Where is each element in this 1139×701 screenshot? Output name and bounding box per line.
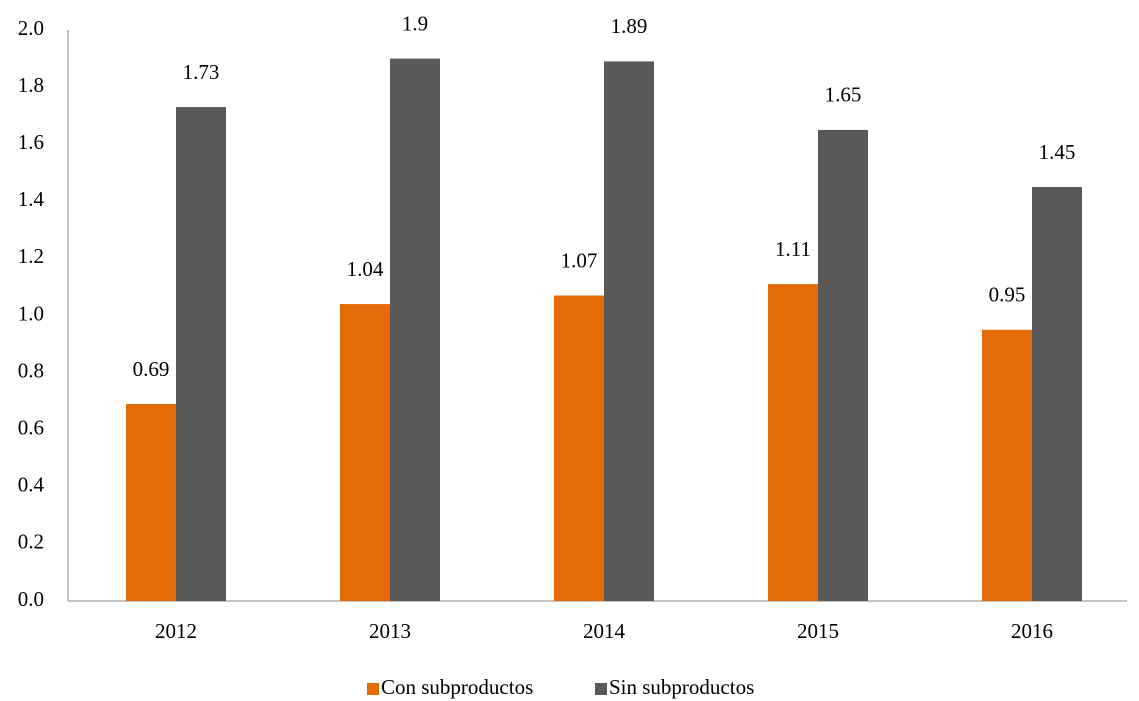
data-label: 1.04 bbox=[347, 257, 384, 281]
y-tick-label: 0.6 bbox=[18, 416, 44, 440]
bar bbox=[390, 58, 440, 602]
y-tick-label: 0.2 bbox=[18, 530, 44, 554]
data-label: 1.45 bbox=[1039, 140, 1076, 164]
x-tick-label: 2012 bbox=[155, 619, 197, 643]
x-tick-label: 2015 bbox=[797, 619, 839, 643]
x-tick-label: 2014 bbox=[583, 619, 626, 643]
bar bbox=[554, 295, 604, 601]
bar bbox=[126, 404, 176, 601]
data-label: 1.73 bbox=[183, 60, 220, 84]
bar bbox=[1032, 187, 1082, 601]
data-label: 1.9 bbox=[402, 11, 428, 35]
y-tick-label: 1.4 bbox=[18, 187, 45, 211]
legend-label: Sin subproductos bbox=[609, 675, 754, 699]
y-tick-label: 1.8 bbox=[18, 73, 44, 97]
bar bbox=[604, 61, 654, 601]
bar bbox=[818, 129, 868, 602]
data-label: 1.89 bbox=[611, 14, 648, 38]
data-label: 0.69 bbox=[133, 357, 170, 381]
y-tick-label: 1.6 bbox=[18, 130, 44, 154]
y-tick-label: 0.4 bbox=[18, 473, 45, 497]
bar bbox=[982, 329, 1032, 601]
data-label: 1.07 bbox=[561, 248, 598, 272]
data-label: 1.65 bbox=[825, 83, 862, 107]
bar bbox=[176, 107, 226, 602]
bar bbox=[340, 304, 390, 601]
x-tick-label: 2016 bbox=[1011, 619, 1053, 643]
y-tick-label: 0.8 bbox=[18, 358, 44, 382]
legend-swatch bbox=[367, 683, 379, 695]
legend-label: Con subproductos bbox=[381, 675, 533, 699]
legend-swatch bbox=[595, 683, 607, 695]
bar bbox=[768, 284, 818, 601]
data-label: 0.95 bbox=[989, 283, 1026, 307]
y-tick-label: 0.0 bbox=[18, 587, 44, 611]
x-tick-label: 2013 bbox=[369, 619, 411, 643]
data-label: 1.11 bbox=[775, 237, 811, 261]
y-tick-label: 2.0 bbox=[18, 16, 44, 40]
y-tick-label: 1.0 bbox=[18, 301, 44, 325]
y-tick-label: 1.2 bbox=[18, 244, 44, 268]
